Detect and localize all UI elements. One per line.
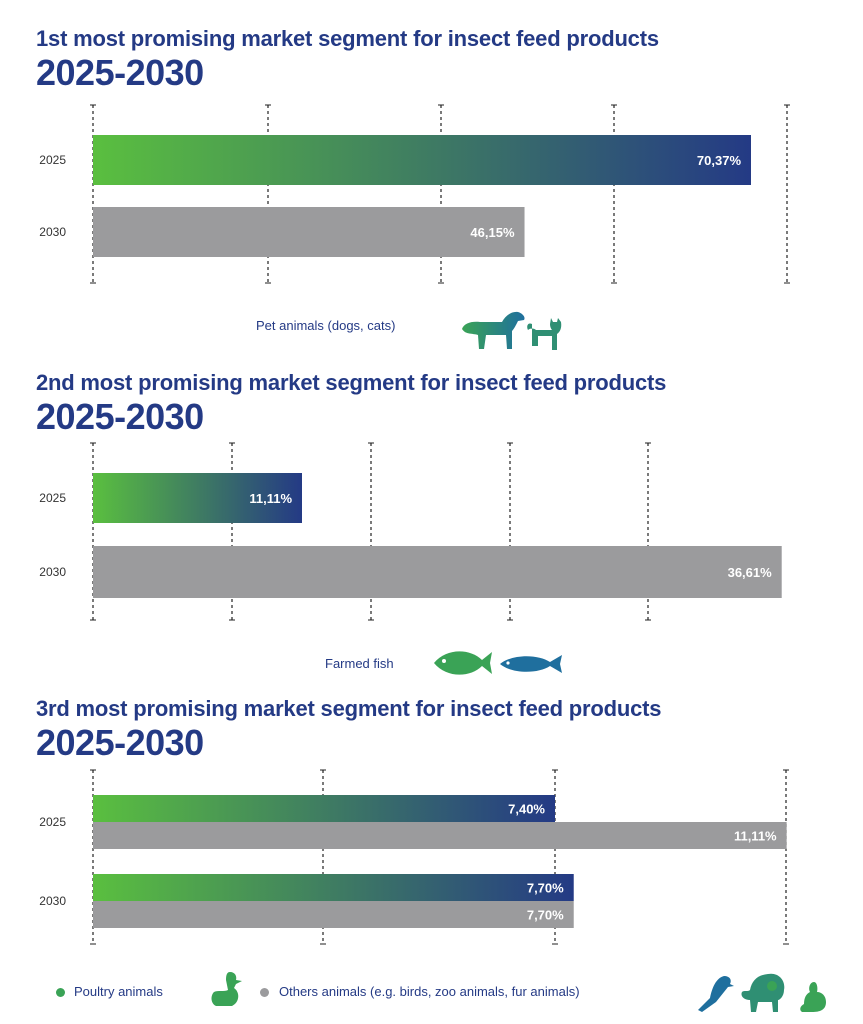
- chart1-period: 2025-2030: [36, 52, 204, 93]
- bird-icon: [698, 976, 734, 1012]
- data-label: 36,61%: [728, 565, 773, 580]
- duck-icon: [211, 972, 242, 1006]
- data-label: 7,70%: [527, 881, 564, 896]
- chart3-period: 2025-2030: [36, 722, 204, 763]
- bar: [93, 795, 555, 822]
- bar: [93, 901, 574, 928]
- category-label: 2025: [39, 153, 66, 167]
- chart2-period: 2025-2030: [36, 396, 204, 437]
- data-label: 11,11%: [734, 829, 777, 844]
- chart2-title: 2nd most promising market segment for in…: [36, 370, 667, 395]
- legend-poultry-label: Poultry animals: [74, 984, 163, 999]
- fish-icon: [434, 651, 492, 675]
- category-label: 2025: [39, 815, 66, 829]
- data-label: 11,11%: [249, 491, 292, 506]
- chart1-title: 1st most promising market segment for in…: [36, 26, 659, 51]
- bar: [93, 473, 302, 523]
- legend-poultry-dot: [56, 988, 65, 997]
- legend-others-dot: [260, 988, 269, 997]
- fish-icon: [500, 655, 562, 673]
- dog-icon: [462, 311, 525, 349]
- data-label: 46,15%: [470, 225, 515, 240]
- bar: [93, 207, 525, 257]
- bar: [93, 822, 787, 849]
- bar: [93, 546, 782, 598]
- rabbit-icon: [800, 982, 826, 1012]
- cat-icon: [527, 318, 562, 350]
- chart3-title: 3rd most promising market segment for in…: [36, 696, 662, 721]
- data-label: 7,40%: [508, 802, 545, 817]
- chart-1-plot: 2025 70,37% 2030 46,15%: [39, 104, 790, 284]
- chart-3-plot: 2025 7,40% 11,11% 2030 7,70% 7,70%: [39, 769, 789, 945]
- category-label: 2030: [39, 894, 66, 908]
- bar: [93, 135, 751, 185]
- data-label: 7,70%: [527, 908, 564, 923]
- lion-icon: [741, 973, 785, 1012]
- legend-others-label: Others animals (e.g. birds, zoo animals,…: [279, 984, 580, 999]
- chart-2-plot: 2025 11,11% 2030 36,61%: [39, 442, 782, 621]
- category-label: 2025: [39, 491, 66, 505]
- bar: [93, 874, 574, 901]
- chart2-caption: Farmed fish: [325, 656, 394, 671]
- category-label: 2030: [39, 565, 66, 579]
- data-label: 70,37%: [697, 153, 742, 168]
- category-label: 2030: [39, 225, 66, 239]
- chart1-caption: Pet animals (dogs, cats): [256, 318, 396, 333]
